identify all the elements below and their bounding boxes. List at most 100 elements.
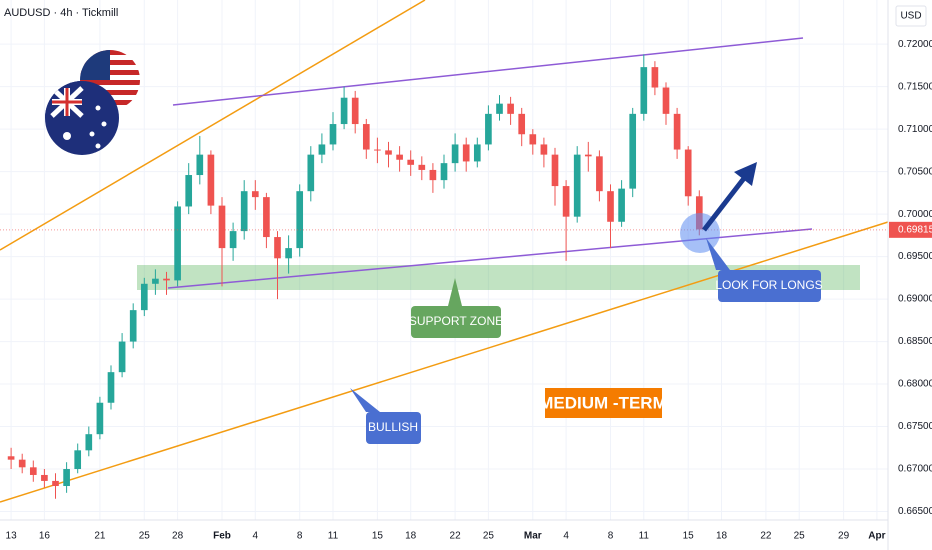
x-tick-label: 21 <box>94 531 106 542</box>
candle-body <box>174 206 181 281</box>
candle-body <box>285 248 292 259</box>
x-tick-label: 28 <box>172 531 184 542</box>
y-tick-label: 0.67500 <box>898 421 932 432</box>
candle-body <box>362 124 370 150</box>
candle-body <box>7 456 15 460</box>
au-flag <box>45 81 119 155</box>
candle-body <box>418 164 426 170</box>
y-tick-label: 0.68000 <box>898 379 932 390</box>
candle-body <box>551 154 559 187</box>
candle-body <box>251 191 259 198</box>
candle-body <box>618 188 625 222</box>
candle-body <box>107 372 115 403</box>
x-tick-label: Apr <box>868 531 885 542</box>
x-tick-label: 8 <box>608 531 614 542</box>
candle-body <box>274 237 281 259</box>
candle-body <box>96 402 104 435</box>
currency: USD <box>900 11 921 22</box>
x-tick-label: 25 <box>794 531 806 542</box>
candle-body <box>74 450 82 470</box>
y-tick-label: 0.68500 <box>898 336 932 347</box>
candle-body <box>240 191 248 232</box>
x-tick-label: 22 <box>760 531 772 542</box>
axes: 0.66500 0.67000 0.67500 0.68000 0.68500 0.690… <box>6 39 932 542</box>
trend-line <box>0 0 426 251</box>
candle-body <box>562 186 570 217</box>
candle-body <box>651 67 659 88</box>
x-tick-label: 18 <box>405 531 417 542</box>
candle-body <box>396 154 403 160</box>
y-tick-label: 0.67000 <box>898 464 932 475</box>
x-tick-label: 8 <box>297 531 303 542</box>
last-price-box <box>889 221 932 238</box>
last-price-label: 0.69815 <box>898 224 932 235</box>
callout-label: BULLISH <box>368 420 418 434</box>
candle-body <box>318 144 326 155</box>
x-tick-label: 4 <box>563 531 569 542</box>
candle-body <box>52 480 59 487</box>
candle-body <box>407 159 415 165</box>
x-tick-label: 18 <box>716 531 728 542</box>
x-tick-label: 22 <box>450 531 462 542</box>
candle-body <box>163 278 170 281</box>
candle-body <box>307 154 315 192</box>
label-text: MEDIUM -TERM <box>539 393 666 412</box>
y-tick-label: 0.71500 <box>898 81 932 92</box>
x-tick-label: Feb <box>213 531 231 542</box>
candle-body <box>218 205 226 249</box>
candle-body <box>29 467 37 475</box>
currency-box <box>895 5 927 27</box>
candle-body <box>351 97 359 125</box>
candle-body <box>18 459 26 468</box>
x-tick-label: 13 <box>6 531 18 542</box>
callout-label: SUPPORT ZONE <box>409 314 503 328</box>
candle-body <box>662 87 670 114</box>
x-tick-label: 29 <box>838 531 850 542</box>
candle-body <box>695 196 703 230</box>
candle-body <box>340 97 348 125</box>
candle-body <box>496 103 503 114</box>
candle-body <box>385 150 392 155</box>
candle-body <box>129 310 137 342</box>
candle-body <box>518 113 526 135</box>
candle-body <box>63 469 70 487</box>
label-box <box>545 388 662 418</box>
x-tick-label: 25 <box>483 531 495 542</box>
x-tick-label: 15 <box>683 531 695 542</box>
candle-body <box>263 197 270 238</box>
candle-body <box>41 474 48 481</box>
candle-body <box>485 113 492 145</box>
candle-body <box>507 103 514 114</box>
candle-body <box>529 134 537 145</box>
x-tick-label: 16 <box>39 531 51 542</box>
candle-body <box>451 144 459 164</box>
x-tick-label: 11 <box>639 531 650 542</box>
candle-body <box>540 144 548 155</box>
candle-body <box>584 154 592 157</box>
candle-body <box>196 154 204 176</box>
candle-body <box>329 124 337 145</box>
candle-body <box>296 191 304 249</box>
candles <box>0 54 888 499</box>
y-tick-label: 0.72000 <box>898 39 932 50</box>
callout: BULLISH <box>350 388 421 444</box>
candle-body <box>207 154 215 206</box>
y-tick-label: 0.66500 <box>898 506 932 517</box>
candle-body <box>673 113 681 150</box>
y-tick-label: 0.71000 <box>898 124 932 135</box>
candle-body <box>140 283 148 311</box>
candle-body <box>607 191 614 222</box>
candle-body <box>429 169 437 181</box>
y-tick-label: 0.70500 <box>898 166 932 177</box>
trend-line <box>0 221 889 503</box>
chart-title: AUDUSD · 4h · Tickmill <box>4 7 118 19</box>
x-tick-label: 15 <box>372 531 384 542</box>
y-tick-label: 0.69500 <box>898 251 932 262</box>
candle-body <box>684 149 692 197</box>
candle-body <box>229 231 237 249</box>
candle-body <box>85 434 93 451</box>
callout-label: LOOK FOR LONGS <box>715 278 822 292</box>
y-tick-label: 0.70000 <box>898 209 932 220</box>
x-tick-label: Mar <box>524 531 542 542</box>
candle-body <box>596 156 603 192</box>
